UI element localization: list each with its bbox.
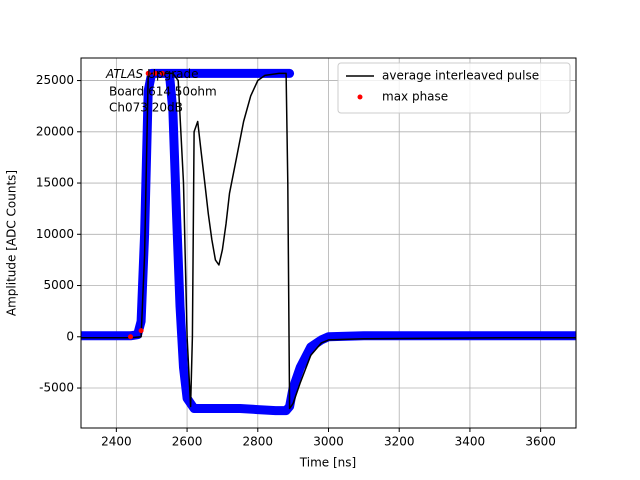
y-tick-label: 0: [66, 329, 74, 343]
data-point: [152, 70, 158, 76]
y-tick-label: -5000: [39, 381, 74, 395]
y-tick-label: 20000: [36, 124, 74, 138]
y-axis-label: Amplitude [ADC Counts]: [5, 170, 19, 316]
data-point: [128, 334, 133, 340]
annotation-line: Ch073 20dB: [109, 101, 183, 115]
annotation-status: Upgrade: [147, 67, 198, 81]
x-tick-label: 3200: [384, 435, 415, 449]
x-tick-label: 2400: [101, 435, 132, 449]
x-axis-label: Time [ns]: [299, 456, 356, 470]
legend-label: average interleaved pulse: [382, 69, 539, 83]
x-tick-label: 2600: [172, 435, 203, 449]
y-tick-label: 10000: [36, 227, 74, 241]
plot-frame: [80, 57, 577, 429]
plot-area: [81, 68, 576, 416]
y-tick-label: 5000: [43, 278, 74, 292]
x-tick-label: 3600: [525, 435, 556, 449]
x-tick-label: 2800: [243, 435, 274, 449]
data-line: [81, 72, 576, 410]
y-tick-label: 15000: [36, 176, 74, 190]
annotation: ATLAS Upgrade: [105, 67, 199, 81]
legend-marker: [357, 94, 363, 100]
annotation-line: Board 614 50ohm: [109, 85, 217, 99]
legend-label: max phase: [382, 90, 448, 104]
data-point: [159, 70, 165, 76]
x-tick-label: 3400: [455, 435, 486, 449]
x-tick-label: 3000: [313, 435, 344, 449]
data-point: [138, 328, 144, 334]
legend-box: [337, 62, 571, 114]
annotation-experiment: ATLAS: [105, 67, 144, 81]
data-point: [145, 70, 151, 76]
y-tick-label: 25000: [36, 73, 74, 87]
